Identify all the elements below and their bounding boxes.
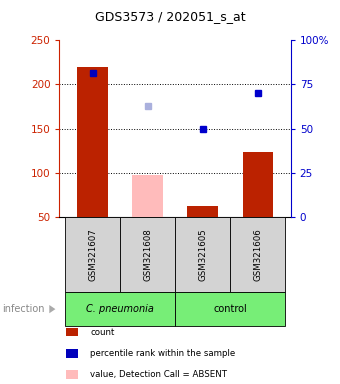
- Text: GDS3573 / 202051_s_at: GDS3573 / 202051_s_at: [95, 10, 245, 23]
- Text: GSM321607: GSM321607: [88, 228, 97, 281]
- Bar: [175, 217, 230, 292]
- Bar: [66, 349, 78, 358]
- Bar: [78, 67, 108, 217]
- Bar: [175, 292, 285, 326]
- Bar: [66, 370, 78, 379]
- Text: control: control: [213, 304, 247, 314]
- Polygon shape: [49, 305, 55, 313]
- Text: percentile rank within the sample: percentile rank within the sample: [90, 349, 235, 358]
- Bar: [66, 328, 78, 336]
- Bar: [242, 152, 273, 217]
- Text: count: count: [90, 328, 115, 337]
- Text: infection: infection: [2, 304, 44, 314]
- Bar: [65, 292, 175, 326]
- Bar: [230, 217, 285, 292]
- Bar: [65, 217, 120, 292]
- Text: value, Detection Call = ABSENT: value, Detection Call = ABSENT: [90, 370, 227, 379]
- Bar: [187, 206, 218, 217]
- Bar: [120, 217, 175, 292]
- Text: C. pneumonia: C. pneumonia: [86, 304, 154, 314]
- Text: GSM321605: GSM321605: [198, 228, 207, 281]
- Text: GSM321608: GSM321608: [143, 228, 152, 281]
- Text: GSM321606: GSM321606: [253, 228, 262, 281]
- Bar: [133, 175, 163, 217]
